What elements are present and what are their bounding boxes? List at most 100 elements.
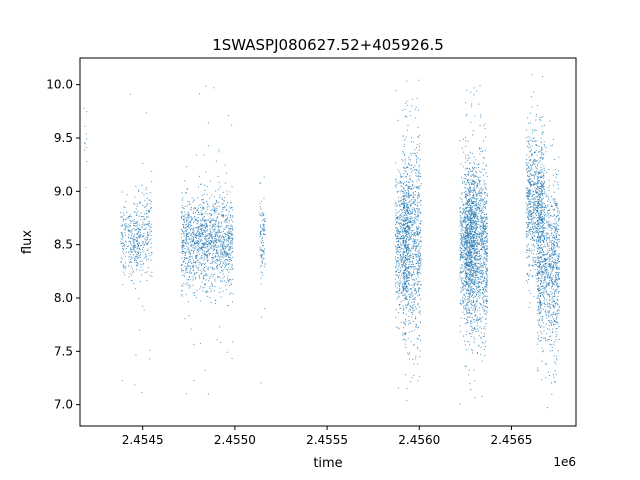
data-point [145, 213, 147, 215]
data-point [395, 326, 397, 328]
data-point [225, 251, 227, 253]
data-point [188, 287, 190, 289]
data-point [198, 247, 200, 249]
data-point [398, 230, 400, 232]
data-point [476, 274, 478, 276]
data-point [139, 260, 141, 262]
data-point [406, 274, 408, 276]
data-point [414, 211, 416, 213]
data-point [148, 225, 150, 227]
data-point [195, 261, 197, 263]
data-point [465, 304, 467, 306]
data-point [469, 224, 471, 226]
data-point [479, 278, 481, 280]
data-point [406, 258, 408, 260]
data-point [232, 209, 234, 211]
data-point [400, 281, 402, 283]
data-point [123, 224, 125, 226]
data-point [474, 188, 476, 190]
data-point [465, 227, 467, 229]
data-point [467, 234, 469, 236]
data-point [473, 215, 475, 217]
data-point [407, 167, 409, 169]
data-point [473, 284, 475, 286]
data-point [414, 266, 416, 268]
chart-title: 1SWASPJ080627.52+405926.5 [212, 36, 444, 54]
data-point [262, 223, 264, 225]
data-point [405, 211, 407, 213]
data-point [412, 223, 414, 225]
data-point [406, 223, 408, 225]
data-point [201, 248, 203, 250]
data-point [412, 208, 414, 210]
data-point [468, 265, 470, 267]
data-point [227, 216, 229, 218]
data-point [216, 234, 218, 236]
data-point [193, 277, 195, 279]
data-point [467, 179, 469, 181]
data-point [181, 241, 183, 243]
data-point [470, 199, 472, 201]
data-point [400, 242, 402, 244]
data-point [467, 203, 469, 205]
data-point [471, 332, 473, 334]
data-point [207, 259, 209, 261]
data-point [479, 232, 481, 234]
data-point [420, 273, 422, 275]
data-point [125, 251, 127, 253]
data-point [412, 359, 414, 361]
data-point [467, 282, 469, 284]
data-point [404, 210, 406, 212]
data-point [461, 277, 463, 279]
data-point [417, 363, 419, 365]
data-point [185, 238, 187, 240]
data-point [484, 271, 486, 273]
data-point [405, 263, 407, 265]
data-point [476, 253, 478, 255]
data-point [472, 226, 474, 228]
data-point [230, 215, 232, 217]
data-point [412, 320, 414, 322]
data-point [479, 254, 481, 256]
data-point [397, 250, 399, 252]
data-point [471, 214, 473, 216]
data-point [410, 267, 412, 269]
data-point [184, 229, 186, 231]
data-point [466, 260, 468, 262]
data-point [476, 247, 478, 249]
data-point [405, 332, 407, 334]
data-point [215, 203, 217, 205]
data-point [464, 208, 466, 210]
data-point [214, 303, 216, 305]
data-point [478, 281, 480, 283]
data-point [190, 216, 192, 218]
data-point [481, 255, 483, 257]
data-point [227, 245, 229, 247]
data-point [467, 268, 469, 270]
data-point [467, 223, 469, 225]
data-point [394, 162, 396, 164]
data-point [412, 240, 414, 242]
data-point [471, 244, 473, 246]
data-point [222, 236, 224, 238]
data-point [479, 281, 481, 283]
data-point [474, 250, 476, 252]
data-point [198, 264, 200, 266]
data-point [397, 228, 399, 230]
data-point [418, 169, 420, 171]
data-point [212, 231, 214, 233]
data-point [413, 233, 415, 235]
data-point [463, 335, 464, 337]
data-point [213, 245, 215, 247]
data-point [483, 184, 485, 186]
data-point [464, 253, 466, 255]
data-point [182, 244, 184, 246]
data-point [480, 219, 482, 221]
data-point [417, 186, 419, 188]
data-point [195, 243, 197, 245]
data-point [214, 248, 216, 250]
data-point [473, 271, 475, 273]
data-point [468, 262, 470, 264]
data-point [213, 248, 215, 250]
data-point [400, 321, 402, 323]
